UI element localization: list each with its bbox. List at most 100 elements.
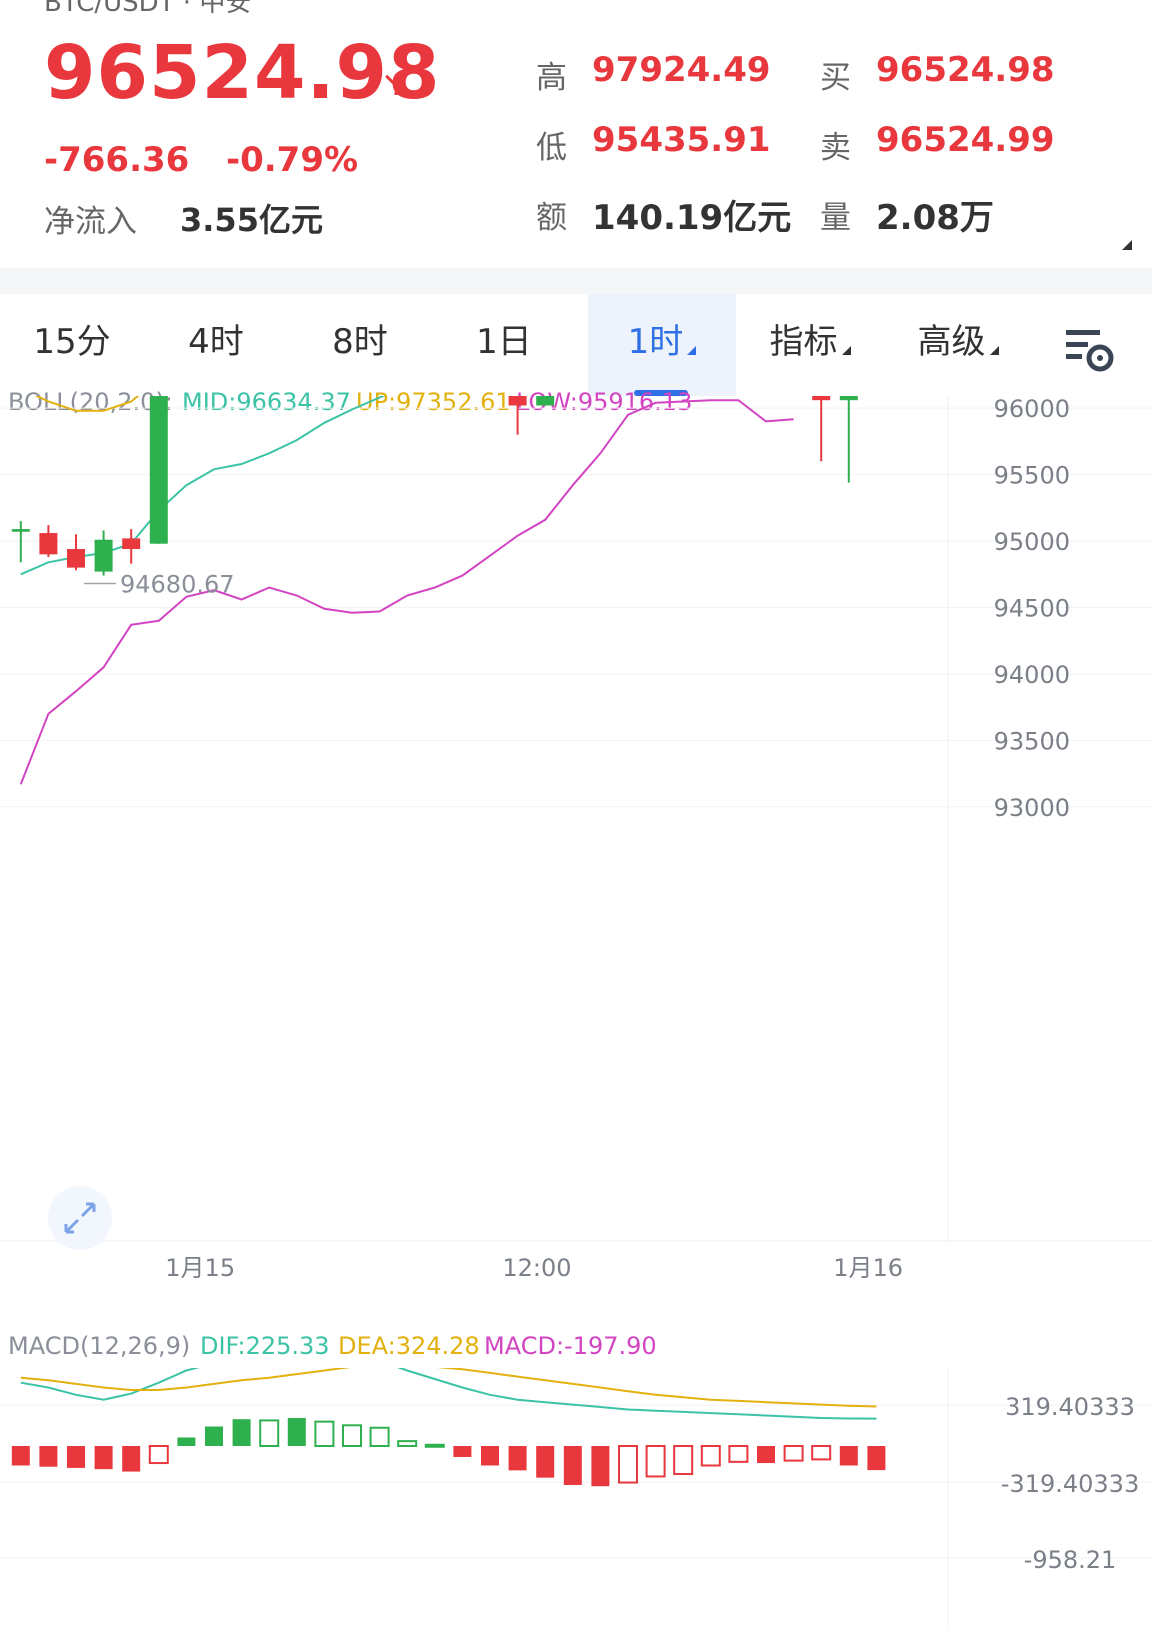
down-arrow-icon: ↘ — [380, 64, 411, 105]
candle-body — [39, 533, 58, 555]
volume-value: 2.08万 — [876, 198, 994, 238]
macd-dea-value: DEA:324.28 — [338, 1332, 480, 1360]
high-value: 97924.49 — [592, 50, 771, 90]
macd-histogram-bar — [67, 1446, 85, 1468]
buy-label: 买 — [820, 60, 851, 96]
tab-label: 1时 — [627, 322, 684, 362]
section-divider — [0, 268, 1152, 294]
macd-histogram-bar — [757, 1446, 775, 1464]
boll-up-value: UP:97352.61 — [356, 388, 511, 416]
change-amount: -766.36 — [44, 140, 190, 180]
expand-chart-button[interactable] — [48, 1186, 112, 1250]
tab-label: 1日 — [476, 322, 532, 362]
amount-value: 140.19亿元 — [592, 198, 792, 238]
macd-histogram-bar — [783, 1445, 804, 1462]
macd-histogram-bar — [11, 1446, 30, 1466]
tab-15min[interactable]: 15分 — [0, 294, 144, 396]
boll-mid-line — [20, 396, 386, 576]
macd-histogram-bar — [453, 1446, 472, 1457]
price-tick-label: 93000 — [994, 794, 1070, 822]
macd-histogram-bar — [839, 1446, 858, 1466]
candlestick-chart[interactable]: 9800097500970009600095500950009450094000… — [0, 396, 1152, 1286]
price-tick-label: 94000 — [994, 661, 1070, 689]
macd-histogram-bar — [645, 1445, 666, 1478]
candle-body — [11, 529, 30, 532]
macd-histogram-bar — [39, 1446, 58, 1467]
dropdown-triangle-icon — [687, 346, 697, 355]
tab-label: 8时 — [332, 322, 388, 362]
price-tick-label: 94500 — [994, 594, 1070, 622]
macd-histogram-bar — [314, 1420, 335, 1447]
volume-label: 量 — [820, 200, 851, 236]
macd-histogram-bar — [94, 1446, 113, 1470]
low-label: 低 — [536, 130, 567, 166]
macd-tick-label: 319.40333 — [1005, 1393, 1135, 1421]
macd-histogram-bar — [397, 1440, 418, 1447]
macd-hist-value: MACD:-197.90 — [484, 1332, 657, 1360]
net-inflow-label: 净流入 — [44, 204, 137, 240]
macd-histogram-bar — [563, 1446, 582, 1485]
macd-histogram-bar — [205, 1426, 223, 1446]
tab-1h[interactable]: 1时 — [588, 294, 736, 396]
macd-histogram-bar — [673, 1445, 694, 1476]
macd-chart[interactable]: 958.21319.40333-319.40333-958.21 — [0, 1368, 1152, 1626]
macd-histogram-bar — [424, 1443, 445, 1448]
macd-histogram-bar — [232, 1419, 251, 1446]
tab-8h[interactable]: 8时 — [288, 294, 432, 396]
candle-body — [122, 538, 141, 550]
expand-arrows-icon — [64, 1202, 96, 1234]
candle-body — [536, 396, 555, 406]
macd-histogram-bar — [508, 1446, 527, 1471]
macd-histogram-bar — [148, 1445, 169, 1465]
change-percent: -0.79% — [226, 140, 359, 180]
macd-tick-label: -958.21 — [1024, 1546, 1117, 1574]
tab-label: 4时 — [188, 322, 244, 362]
candle-body — [812, 396, 831, 401]
amount-label: 额 — [536, 200, 567, 236]
low-marker-label: 94680.67 — [120, 570, 235, 598]
tab-advanced[interactable]: 高级 — [884, 294, 1032, 396]
macd-histogram-bar — [342, 1424, 362, 1447]
macd-histogram-bar — [177, 1437, 196, 1446]
macd-histogram-bar — [700, 1445, 721, 1467]
last-price: 96524.98 — [44, 30, 441, 116]
macd-histogram-bar — [728, 1445, 749, 1463]
macd-histogram-bar — [259, 1419, 280, 1447]
macd-histogram-bar — [811, 1445, 832, 1461]
boll-mid-value: MID:96634.37 — [182, 388, 351, 416]
low-value: 95435.91 — [592, 120, 771, 160]
candle-body — [94, 539, 113, 572]
time-tick-label: 12:00 — [502, 1254, 571, 1282]
candle-body — [839, 396, 858, 401]
macd-histogram-bar — [618, 1445, 638, 1484]
candle-body — [149, 396, 168, 544]
chart-settings-icon[interactable] — [1062, 326, 1116, 372]
price-tick-label: 95000 — [994, 528, 1070, 556]
macd-tick-label: -319.40333 — [1001, 1470, 1139, 1498]
period-tabs: 15分 4时 8时 1日 1时 指标 高级 — [0, 294, 1152, 396]
tab-label: 高级 — [917, 322, 986, 362]
time-tick-label: 1月15 — [165, 1254, 235, 1282]
dropdown-triangle-icon — [989, 346, 999, 355]
macd-label: MACD(12,26,9) — [8, 1332, 191, 1360]
tab-indicators[interactable]: 指标 — [736, 294, 884, 396]
dropdown-triangle-icon — [841, 346, 851, 355]
macd-histogram-bar — [591, 1446, 610, 1487]
price-tick-label: 95500 — [994, 462, 1070, 490]
tab-4h[interactable]: 4时 — [144, 294, 288, 396]
macd-dif-line — [20, 1368, 877, 1420]
symbol-title[interactable]: BTC/USDT · 中安 — [44, 0, 252, 18]
macd-histogram-bar — [369, 1426, 390, 1447]
buy-value: 96524.98 — [876, 50, 1055, 90]
macd-histogram-bar — [287, 1417, 306, 1446]
expand-corner-icon[interactable] — [1122, 240, 1132, 250]
macd-histogram-bar — [481, 1446, 499, 1466]
net-inflow-value: 3.55亿元 — [180, 201, 323, 239]
candle-body — [508, 396, 527, 406]
macd-histogram-bar — [867, 1446, 886, 1471]
sell-label: 卖 — [820, 130, 851, 166]
boll-lower-line — [19, 399, 794, 785]
price-tick-label: 93500 — [994, 727, 1070, 755]
macd-histogram-bar — [122, 1446, 141, 1472]
tab-1d[interactable]: 1日 — [432, 294, 576, 396]
